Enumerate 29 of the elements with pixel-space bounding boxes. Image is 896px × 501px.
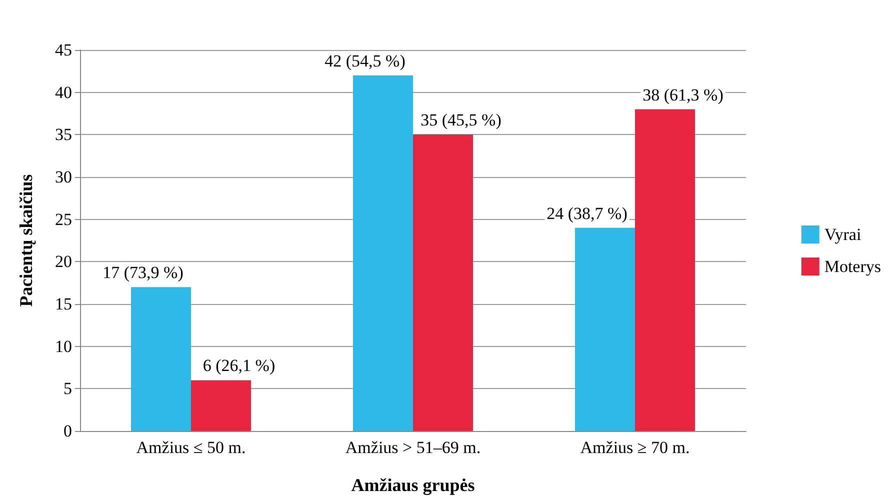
data-label: 17 (73,9 %)	[102, 263, 184, 282]
bar	[131, 287, 191, 431]
y-tick-label: 40	[55, 82, 72, 102]
data-label: 24 (38,7 %)	[546, 204, 628, 223]
data-label: 35 (45,5 %)	[420, 110, 502, 130]
x-tick-label: Amžius ≥ 70 m.	[580, 438, 690, 457]
y-tick-label: 5	[64, 379, 72, 398]
data-label: 6 (26,1 %)	[202, 356, 276, 376]
y-axis-title: Pacientų skaičius	[16, 174, 36, 307]
y-tick-label: 30	[55, 168, 72, 186]
y-tick-label: 20	[55, 252, 72, 272]
y-tick-label: 25	[55, 210, 72, 229]
y-tick-label: 10	[55, 336, 72, 356]
bar	[635, 109, 695, 431]
bar	[353, 75, 413, 431]
legend-label: Vyrai	[824, 225, 862, 244]
x-axis-title: Amžiaus grupės	[351, 475, 475, 495]
x-tick-label: Amžius > 51–69 m.	[345, 438, 481, 457]
legend-label: Moterys	[824, 257, 882, 276]
data-label: 38 (61,3 %)	[642, 85, 724, 104]
y-tick-label: 35	[55, 125, 72, 144]
x-tick-label: Amžius ≤ 50 m.	[136, 438, 246, 457]
y-tick-label: 15	[55, 294, 72, 314]
bar	[191, 380, 251, 431]
y-tick-label: 0	[64, 422, 72, 440]
data-label: 42 (54,5 %)	[324, 51, 406, 70]
bar	[413, 134, 473, 431]
bar	[575, 228, 635, 431]
y-tick-label: 45	[55, 40, 72, 60]
